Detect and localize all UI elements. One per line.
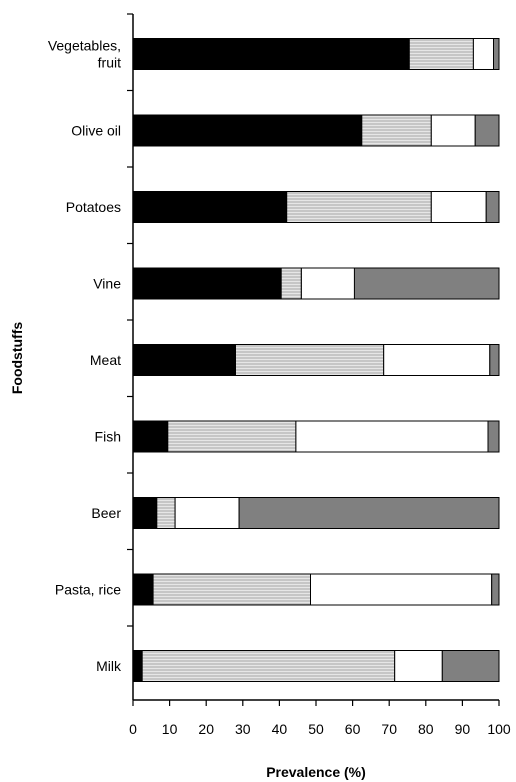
x-tick-label: 0	[129, 721, 137, 737]
bar-segment	[295, 420, 489, 453]
bar-segment	[491, 573, 500, 606]
x-tick-label: 20	[198, 721, 214, 737]
bar-segment	[132, 344, 236, 376]
x-tick-labels: 0 10 20 30 40 50 60 70 80 90 100	[129, 721, 511, 737]
x-tick-label: 40	[272, 721, 288, 737]
bar-segment	[132, 497, 158, 529]
bar-segment	[132, 573, 154, 606]
category-labels: Vegetables, fruit Olive oil Potatoes Vine Mea…	[48, 38, 122, 675]
bar-segment	[167, 420, 297, 453]
x-tick-label: 70	[381, 721, 397, 737]
bar-segment	[489, 344, 500, 376]
bar-segment	[132, 650, 143, 682]
x-tick-label: 100	[487, 721, 511, 737]
x-tick-label: 50	[308, 721, 324, 737]
category-label: Beer	[91, 505, 121, 521]
bar-segment	[485, 191, 500, 223]
y-axis-title: Foodstuffs	[9, 322, 25, 395]
bar-segment	[441, 650, 500, 682]
category-label: Milk	[96, 658, 122, 674]
bar-segment	[235, 344, 385, 376]
bar-segment	[310, 573, 493, 606]
bar-segment	[286, 191, 432, 223]
category-label: Olive oil	[71, 123, 121, 139]
bar-segment	[141, 650, 396, 682]
bar-segment	[487, 420, 500, 453]
bar-segment	[408, 38, 474, 70]
x-axis-title: Prevalence (%)	[266, 764, 366, 780]
category-label: Fish	[95, 429, 121, 445]
bars-layer	[132, 38, 500, 682]
bar-segment	[132, 420, 169, 453]
bar-segment	[300, 267, 355, 300]
bar-segment	[430, 191, 487, 223]
bar-segment	[361, 114, 432, 147]
bar-segment	[132, 267, 282, 300]
bar-segment	[132, 114, 363, 147]
bar-segment	[493, 38, 500, 70]
category-label: Vine	[93, 276, 121, 292]
bar-segment	[132, 38, 410, 70]
bar-segment	[474, 114, 500, 147]
bar-segment	[238, 497, 500, 529]
category-label: Vegetables, fruit	[48, 38, 121, 71]
x-tick-label: 30	[235, 721, 251, 737]
bar-segment	[430, 114, 476, 147]
category-label: Potatoes	[66, 199, 121, 215]
x-tick-label: 80	[418, 721, 434, 737]
category-label: Pasta, rice	[55, 582, 121, 598]
bar-segment	[156, 497, 176, 529]
bar-segment	[383, 344, 491, 376]
bar-segment	[472, 38, 494, 70]
x-tick-label: 10	[162, 721, 178, 737]
bar-segment	[280, 267, 302, 300]
axes	[127, 13, 500, 706]
bar-segment	[132, 191, 288, 223]
x-tick-label: 90	[455, 721, 471, 737]
bar-segment	[394, 650, 443, 682]
bar-segment	[174, 497, 240, 529]
bar-segment	[152, 573, 311, 606]
category-label: Meat	[90, 352, 121, 368]
x-tick-label: 60	[345, 721, 361, 737]
bar-segment	[353, 267, 500, 300]
